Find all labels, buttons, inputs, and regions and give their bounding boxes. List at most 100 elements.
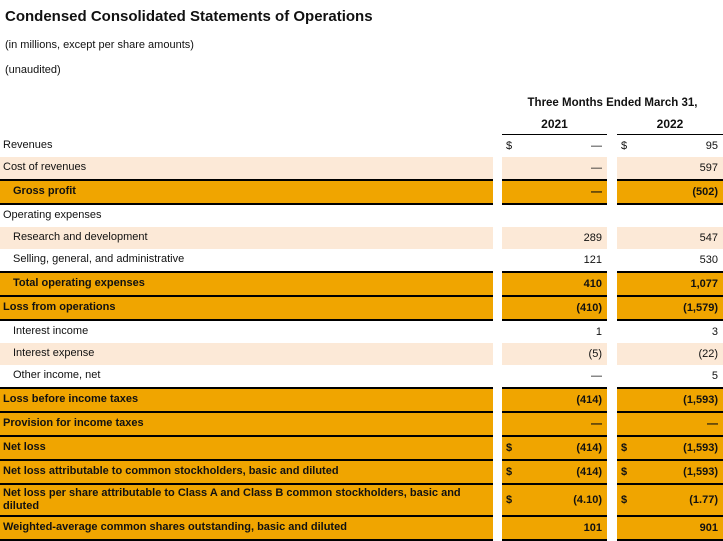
column-gap bbox=[607, 435, 617, 460]
table-row: Net loss attributable to common stockhol… bbox=[0, 458, 723, 485]
column-gap bbox=[493, 387, 502, 412]
table-row: Loss from operations (410) (1,579) bbox=[0, 294, 723, 321]
value-cell-2021: (414) bbox=[502, 386, 607, 413]
value-text: (1,593) bbox=[683, 465, 719, 478]
statements-page: Condensed Consolidated Statements of Ope… bbox=[0, 8, 723, 541]
period-header: Three Months Ended March 31, bbox=[527, 97, 698, 110]
value-cell-2022: (1,579) bbox=[617, 294, 723, 321]
value-cell-2022: (502) bbox=[617, 178, 723, 205]
row-label: Revenues bbox=[0, 134, 493, 157]
value-cell-2021: 121 bbox=[502, 248, 607, 272]
column-gap bbox=[607, 226, 617, 249]
value-cell-2021: 101 bbox=[502, 514, 607, 541]
column-gap bbox=[607, 483, 617, 516]
column-gap bbox=[607, 342, 617, 365]
row-label: Research and development bbox=[0, 226, 493, 249]
column-header-2021: 2021 bbox=[502, 113, 607, 136]
value-text: 121 bbox=[583, 253, 602, 266]
year-header-row: 2021 2022 bbox=[0, 113, 723, 136]
value-cell-2021: — bbox=[502, 156, 607, 180]
value-cell-2021: — bbox=[502, 178, 607, 205]
value-text: (5) bbox=[588, 347, 602, 360]
table-row: Selling, general, and administrative 121 5… bbox=[0, 248, 723, 272]
column-gap bbox=[607, 113, 617, 135]
row-label: Weighted-average common shares outstandi… bbox=[0, 514, 493, 541]
value-text: — bbox=[591, 139, 602, 152]
table-row: Research and development 289 547 bbox=[0, 226, 723, 249]
column-gap bbox=[607, 271, 617, 296]
value-cell-2021 bbox=[502, 203, 607, 227]
column-gap bbox=[493, 459, 502, 484]
dollar-sign: $ bbox=[506, 493, 513, 506]
table-row: Loss before income taxes (414) (1,593) bbox=[0, 386, 723, 413]
column-gap bbox=[493, 113, 502, 135]
header-spacer bbox=[0, 113, 493, 135]
value-cell-2022: $95 bbox=[617, 134, 723, 157]
value-text: (410) bbox=[576, 301, 602, 314]
value-text: 5 bbox=[711, 369, 719, 382]
value-cell-2021: (410) bbox=[502, 294, 607, 321]
column-gap bbox=[493, 271, 502, 296]
value-cell-2021: (5) bbox=[502, 342, 607, 365]
column-gap bbox=[607, 248, 617, 272]
column-gap bbox=[607, 364, 617, 388]
table-row: Gross profit — (502) bbox=[0, 178, 723, 205]
column-gap bbox=[493, 435, 502, 460]
table-row: Interest expense (5) (22) bbox=[0, 342, 723, 365]
value-text: (414) bbox=[576, 393, 602, 406]
row-label: Selling, general, and administrative bbox=[0, 248, 493, 272]
value-cell-2021: $ — bbox=[502, 134, 607, 157]
table-row: Total operating expenses 410 1,077 bbox=[0, 270, 723, 297]
value-text: (22) bbox=[698, 347, 719, 360]
dollar-sign: $ bbox=[621, 465, 628, 478]
row-label: Provision for income taxes bbox=[0, 410, 493, 437]
value-text: — bbox=[591, 161, 602, 174]
column-gap bbox=[493, 87, 502, 114]
value-cell-2022 bbox=[617, 203, 723, 227]
value-text: (1,593) bbox=[683, 393, 719, 406]
column-gap bbox=[607, 203, 617, 227]
row-label: Loss before income taxes bbox=[0, 386, 493, 413]
value-text: (414) bbox=[576, 441, 602, 454]
column-gap bbox=[493, 319, 502, 343]
units-note: (in millions, except per share amounts) bbox=[5, 39, 194, 51]
value-text: — bbox=[591, 369, 602, 382]
value-cell-2021: — bbox=[502, 364, 607, 388]
value-text: (1,593) bbox=[683, 441, 719, 454]
column-gap bbox=[493, 364, 502, 388]
value-text: 530 bbox=[699, 253, 719, 266]
value-text: 1 bbox=[595, 325, 602, 338]
value-cell-2022: 530 bbox=[617, 248, 723, 272]
row-label: Net loss bbox=[0, 434, 493, 461]
value-cell-2021: $ (414) bbox=[502, 458, 607, 485]
value-cell-2022: (1,593) bbox=[617, 386, 723, 413]
row-label: Interest income bbox=[0, 319, 493, 343]
column-gap bbox=[493, 515, 502, 540]
value-cell-2022: — bbox=[617, 410, 723, 437]
row-label: Interest expense bbox=[0, 342, 493, 365]
dollar-sign: $ bbox=[621, 139, 628, 152]
row-label: Total operating expenses bbox=[0, 270, 493, 297]
value-cell-2022: 597 bbox=[617, 156, 723, 180]
dollar-sign: $ bbox=[506, 465, 513, 478]
table-body: Revenues $ — $95 Cost of revenues —597 Gross p… bbox=[0, 134, 723, 541]
column-gap bbox=[493, 342, 502, 365]
column-gap bbox=[607, 459, 617, 484]
table-row: Provision for income taxes — — bbox=[0, 410, 723, 437]
column-gap bbox=[493, 179, 502, 204]
row-label: Gross profit bbox=[0, 178, 493, 205]
dollar-sign: $ bbox=[506, 441, 513, 454]
value-text: (4.10) bbox=[573, 493, 602, 506]
column-gap bbox=[607, 179, 617, 204]
row-label: Net loss per share attributable to Class… bbox=[0, 482, 493, 517]
value-text: 1,077 bbox=[690, 277, 719, 290]
value-text: (1.77) bbox=[689, 493, 719, 506]
row-label: Other income, net bbox=[0, 364, 493, 388]
value-text: — bbox=[707, 417, 719, 430]
value-text: 289 bbox=[583, 231, 602, 244]
value-cell-2022: 1,077 bbox=[617, 270, 723, 297]
table-row: Operating expenses bbox=[0, 203, 723, 227]
value-text: — bbox=[591, 417, 602, 430]
column-gap bbox=[607, 295, 617, 320]
header-spacer bbox=[0, 87, 493, 113]
